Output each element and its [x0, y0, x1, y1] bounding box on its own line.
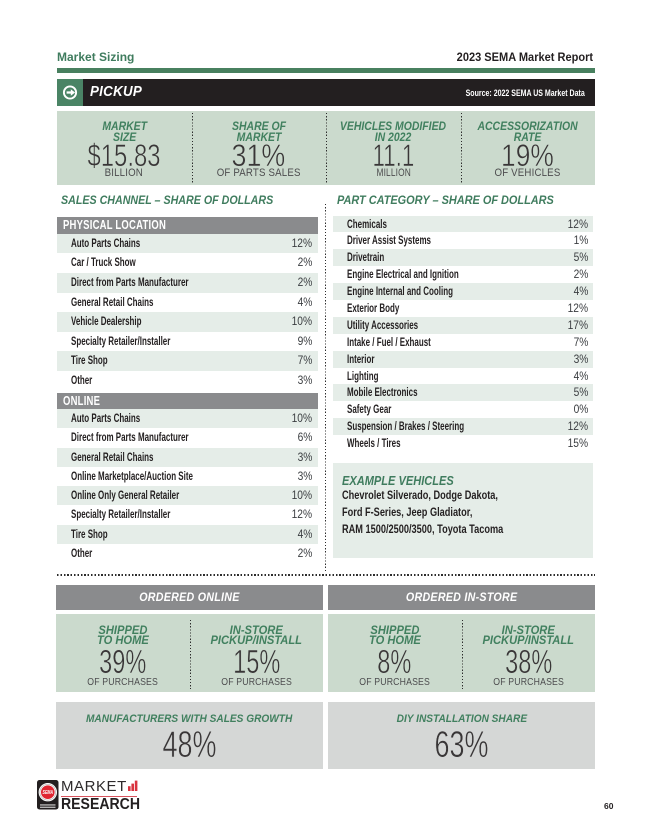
- svg-text:SEMA: SEMA: [43, 790, 54, 796]
